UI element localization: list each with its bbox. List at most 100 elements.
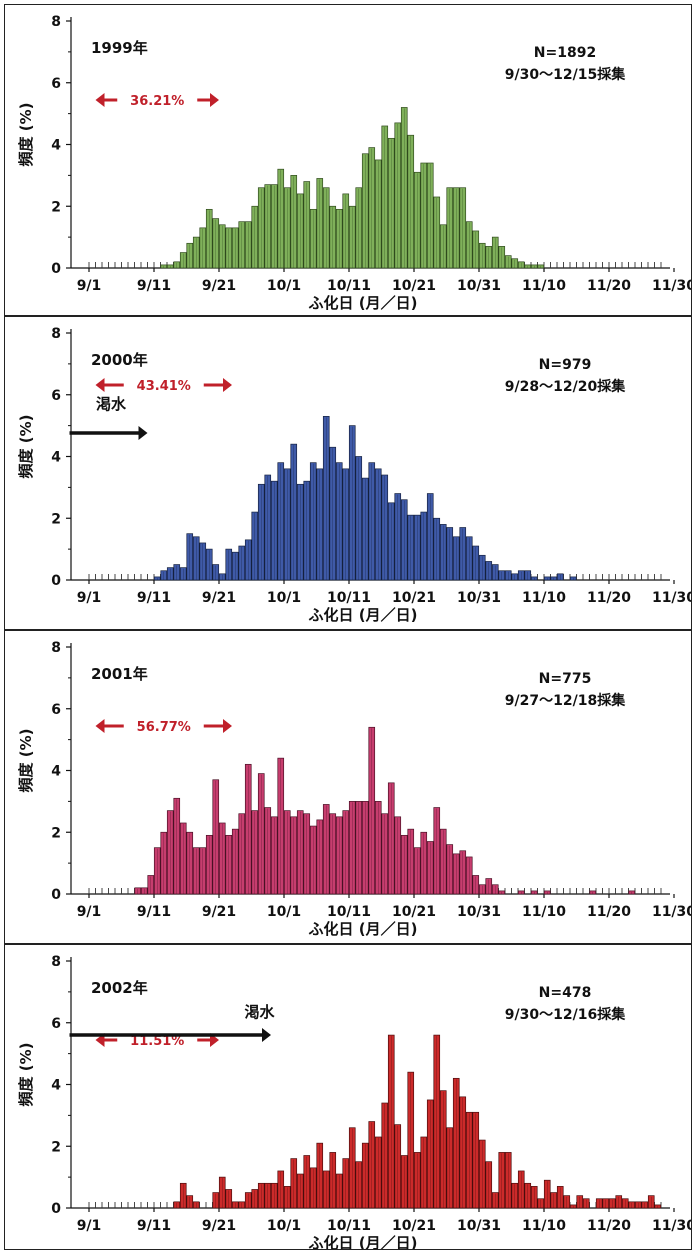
percent-label: 56.77% — [137, 720, 191, 735]
sample-size-label: N=979 — [539, 357, 592, 373]
y-tick-label: 0 — [51, 1201, 61, 1217]
y-tick-label: 0 — [51, 573, 61, 589]
percent-arrow-right-head — [223, 719, 232, 733]
drought-arrow: 渇水 — [69, 395, 148, 440]
x-tick-label: 10/1 — [267, 590, 301, 606]
x-tick-label: 9/11 — [137, 904, 171, 920]
x-tick-label: 10/1 — [267, 904, 301, 920]
x-tick-label: 10/11 — [327, 1218, 371, 1234]
y-tick-label: 8 — [51, 326, 61, 342]
x-tick-label: 10/11 — [327, 904, 371, 920]
percent-arrow: 36.21% — [95, 93, 219, 109]
x-tick-label: 11/20 — [587, 590, 631, 606]
drought-arrow-head — [262, 1028, 271, 1042]
y-tick-label: 8 — [51, 14, 61, 30]
x-axis-label: ふ化日 (月／日) — [309, 920, 418, 938]
x-tick-label: 11/10 — [522, 278, 566, 294]
year-label: 2001年 — [91, 665, 148, 683]
y-tick-label: 0 — [51, 261, 61, 277]
x-axis-label: ふ化日 (月／日) — [309, 294, 418, 312]
x-tick-label: 10/21 — [392, 1218, 436, 1234]
x-tick-label: 10/21 — [392, 904, 436, 920]
y-tick-label: 6 — [51, 76, 61, 92]
percent-label: 43.41% — [137, 379, 191, 394]
x-tick-label: 9/1 — [77, 590, 102, 606]
collection-period-label: 9/28〜12/20採集 — [505, 378, 626, 395]
x-tick-label: 11/30 — [652, 278, 691, 294]
x-tick-label: 11/30 — [652, 590, 691, 606]
sample-size-label: N=478 — [539, 985, 592, 1001]
collection-period-label: 9/30〜12/15採集 — [505, 66, 626, 83]
x-tick-label: 9/1 — [77, 1218, 102, 1234]
x-tick-label: 10/31 — [457, 278, 501, 294]
x-tick-label: 10/31 — [457, 590, 501, 606]
x-tick-label: 10/31 — [457, 904, 501, 920]
sample-size-label: N=1892 — [534, 45, 596, 61]
x-tick-label: 11/10 — [522, 590, 566, 606]
x-tick-label: 10/11 — [327, 590, 371, 606]
y-tick-label: 4 — [51, 1078, 61, 1094]
y-tick-label: 8 — [51, 640, 61, 656]
percent-arrow: 56.77% — [95, 719, 232, 735]
x-tick-label: 9/1 — [77, 904, 102, 920]
x-tick-label: 10/1 — [267, 1218, 301, 1234]
y-tick-label: 8 — [51, 954, 61, 970]
y-tick-label: 4 — [51, 450, 61, 466]
percent-label: 36.21% — [130, 94, 184, 109]
year-label: 2002年 — [91, 979, 148, 997]
drought-label: 渇水 — [96, 395, 127, 413]
chart-2001: 0 2 4 6 8 9/1 9/11 9/21 10/1 10/11 10/21 10/31 11/10… — [17, 640, 691, 938]
percent-arrow: 43.41% — [95, 378, 232, 394]
y-tick-label: 6 — [51, 388, 61, 404]
y-tick-label: 0 — [51, 887, 61, 903]
panel-2001: 0 2 4 6 8 9/1 9/11 9/21 10/1 10/11 10/21 10/31 11/10… — [4, 630, 692, 944]
x-tick-label: 11/20 — [587, 904, 631, 920]
chart-2002: 0 2 4 6 8 9/1 9/11 9/21 10/1 10/11 10/21 10/31 11/10… — [17, 954, 691, 1249]
drought-arrow: 渇水 — [69, 1003, 275, 1042]
x-tick-label: 11/20 — [587, 1218, 631, 1234]
x-tick-label: 9/21 — [202, 278, 236, 294]
y-tick-label: 2 — [51, 1139, 61, 1155]
y-tick-label: 4 — [51, 138, 61, 154]
drought-label: 渇水 — [244, 1003, 275, 1021]
sample-size-label: N=775 — [539, 671, 592, 687]
x-tick-label: 9/21 — [202, 590, 236, 606]
percent-arrow-left-head — [95, 719, 105, 733]
x-tick-label: 11/10 — [522, 904, 566, 920]
percent-label: 11.51% — [130, 1034, 184, 1049]
x-tick-label: 9/1 — [77, 278, 102, 294]
year-label: 1999年 — [91, 39, 148, 57]
y-tick-label: 6 — [51, 1016, 61, 1032]
x-tick-label: 10/21 — [392, 590, 436, 606]
y-tick-label: 2 — [51, 511, 61, 527]
y-axis-label: 頻度 (%) — [17, 1043, 35, 1107]
x-tick-label: 11/30 — [652, 904, 691, 920]
x-axis-label: ふ化日 (月／日) — [309, 1234, 418, 1249]
x-tick-label: 10/31 — [457, 1218, 501, 1234]
x-axis-label: ふ化日 (月／日) — [309, 606, 418, 624]
x-tick-label: 10/1 — [267, 278, 301, 294]
x-tick-label: 10/11 — [327, 278, 371, 294]
percent-arrow-left-head — [95, 93, 105, 107]
y-tick-label: 2 — [51, 825, 61, 841]
y-axis-label: 頻度 (%) — [17, 103, 35, 167]
percent-arrow-right-head — [223, 378, 232, 392]
drought-arrow-head — [138, 426, 148, 440]
y-axis-label: 頻度 (%) — [17, 729, 35, 793]
x-tick-label: 11/10 — [522, 1218, 566, 1234]
x-tick-label: 9/21 — [202, 1218, 236, 1234]
collection-period-label: 9/27〜12/18採集 — [505, 692, 626, 709]
year-label: 2000年 — [91, 351, 148, 369]
x-tick-label: 11/20 — [587, 278, 631, 294]
y-tick-label: 2 — [51, 199, 61, 215]
panel-2002: 0 2 4 6 8 9/1 9/11 9/21 10/1 10/11 10/21 10/31 11/10… — [4, 944, 692, 1250]
panel-2000: 0 2 4 6 8 9/1 9/11 9/21 10/1 10/11 10/21 10/31 11/10… — [4, 316, 692, 630]
y-tick-label: 6 — [51, 702, 61, 718]
y-axis-label: 頻度 (%) — [17, 415, 35, 479]
percent-arrow-right-head — [210, 93, 219, 107]
panel-1999: 0 2 4 6 8 9/1 9/11 9/21 10/1 10/11 10/21 10/31 11/10… — [4, 4, 692, 316]
x-tick-label: 9/21 — [202, 904, 236, 920]
x-tick-label: 9/11 — [137, 590, 171, 606]
collection-period-label: 9/30〜12/16採集 — [505, 1006, 626, 1023]
